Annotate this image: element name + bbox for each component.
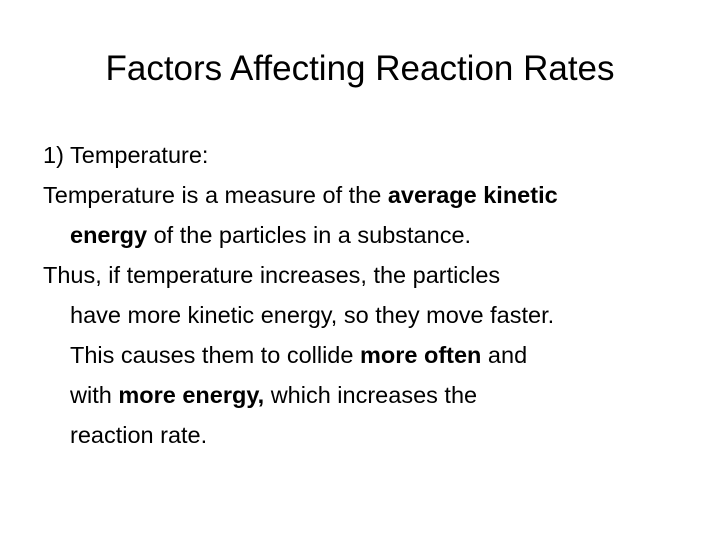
text-line: have more kinetic energy, so they move f… — [43, 295, 703, 335]
slide-body: 1) Temperature: Temperature is a measure … — [43, 135, 703, 455]
text-line: with more energy, which increases the — [43, 375, 703, 415]
text-run: This causes them to collide — [70, 342, 360, 368]
text-line: energy of the particles in a substance. — [43, 215, 703, 255]
paragraph: Thus, if temperature increases, the part… — [43, 255, 703, 455]
bold-text: energy — [70, 222, 148, 248]
text-run: of the particles in a substance. — [147, 222, 472, 248]
slide-title: Factors Affecting Reaction Rates — [105, 49, 615, 88]
paragraph: 1) Temperature: — [43, 135, 703, 175]
bold-text: more often — [359, 342, 482, 368]
text-run: Temperature is a measure of the — [43, 182, 388, 208]
text-run: reaction rate. — [70, 422, 208, 448]
text-run: 1) Temperature: — [43, 142, 209, 168]
text-run: with — [70, 382, 119, 408]
text-line: Thus, if temperature increases, the part… — [43, 255, 703, 295]
text-run: and — [481, 342, 528, 368]
text-run: which increases the — [264, 382, 478, 408]
text-line: 1) Temperature: — [43, 135, 703, 175]
text-line: reaction rate. — [43, 415, 703, 455]
text-line: Temperature is a measure of the average … — [43, 175, 703, 215]
text-run: have more kinetic energy, so they move f… — [70, 302, 555, 328]
text-run: Thus, if temperature increases, the part… — [43, 262, 501, 288]
paragraph: Temperature is a measure of the average … — [43, 175, 703, 255]
bold-text: average kinetic — [387, 182, 558, 208]
bold-text: more energy, — [118, 382, 265, 408]
text-line: This causes them to collide more often a… — [43, 335, 703, 375]
